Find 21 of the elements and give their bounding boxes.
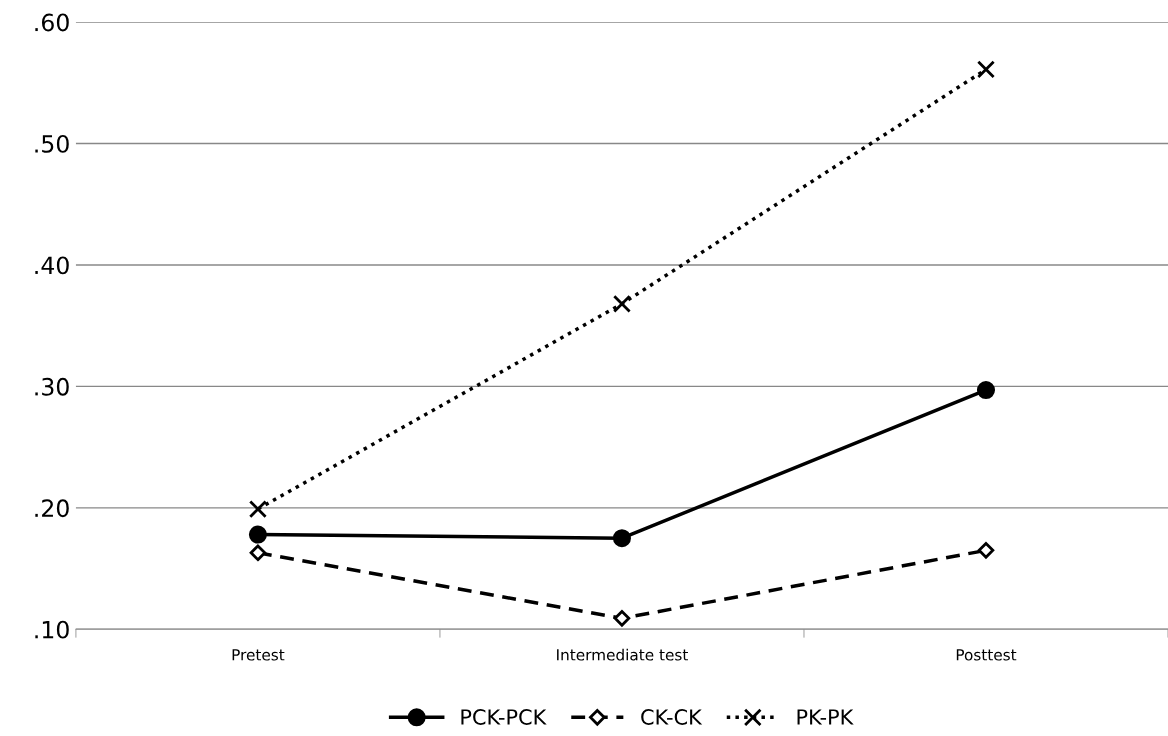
point bbox=[249, 544, 267, 562]
legend-label: PK-PK bbox=[797, 709, 854, 725]
point bbox=[612, 529, 631, 548]
y-tick-label: .50 bbox=[35, 134, 69, 153]
point bbox=[976, 381, 996, 400]
y-tick-label: .30 bbox=[35, 377, 69, 396]
point bbox=[613, 610, 631, 627]
y-tick-label: .60 bbox=[35, 13, 69, 32]
y-tick-label: .20 bbox=[35, 499, 69, 518]
point bbox=[976, 60, 996, 79]
x-tick-label: Intermediate test bbox=[557, 648, 688, 661]
y-tick-label: .40 bbox=[35, 256, 69, 275]
legend-label: PCK-PCK bbox=[461, 709, 547, 725]
x-tick-label: Posttest bbox=[956, 649, 1017, 661]
y-tick-label: .10 bbox=[35, 620, 69, 639]
x-tick-label: Pretest bbox=[232, 649, 285, 661]
legend-label: CK-CK bbox=[641, 709, 703, 725]
point bbox=[612, 294, 631, 313]
point bbox=[977, 542, 995, 559]
point bbox=[248, 525, 267, 544]
point bbox=[248, 500, 267, 519]
